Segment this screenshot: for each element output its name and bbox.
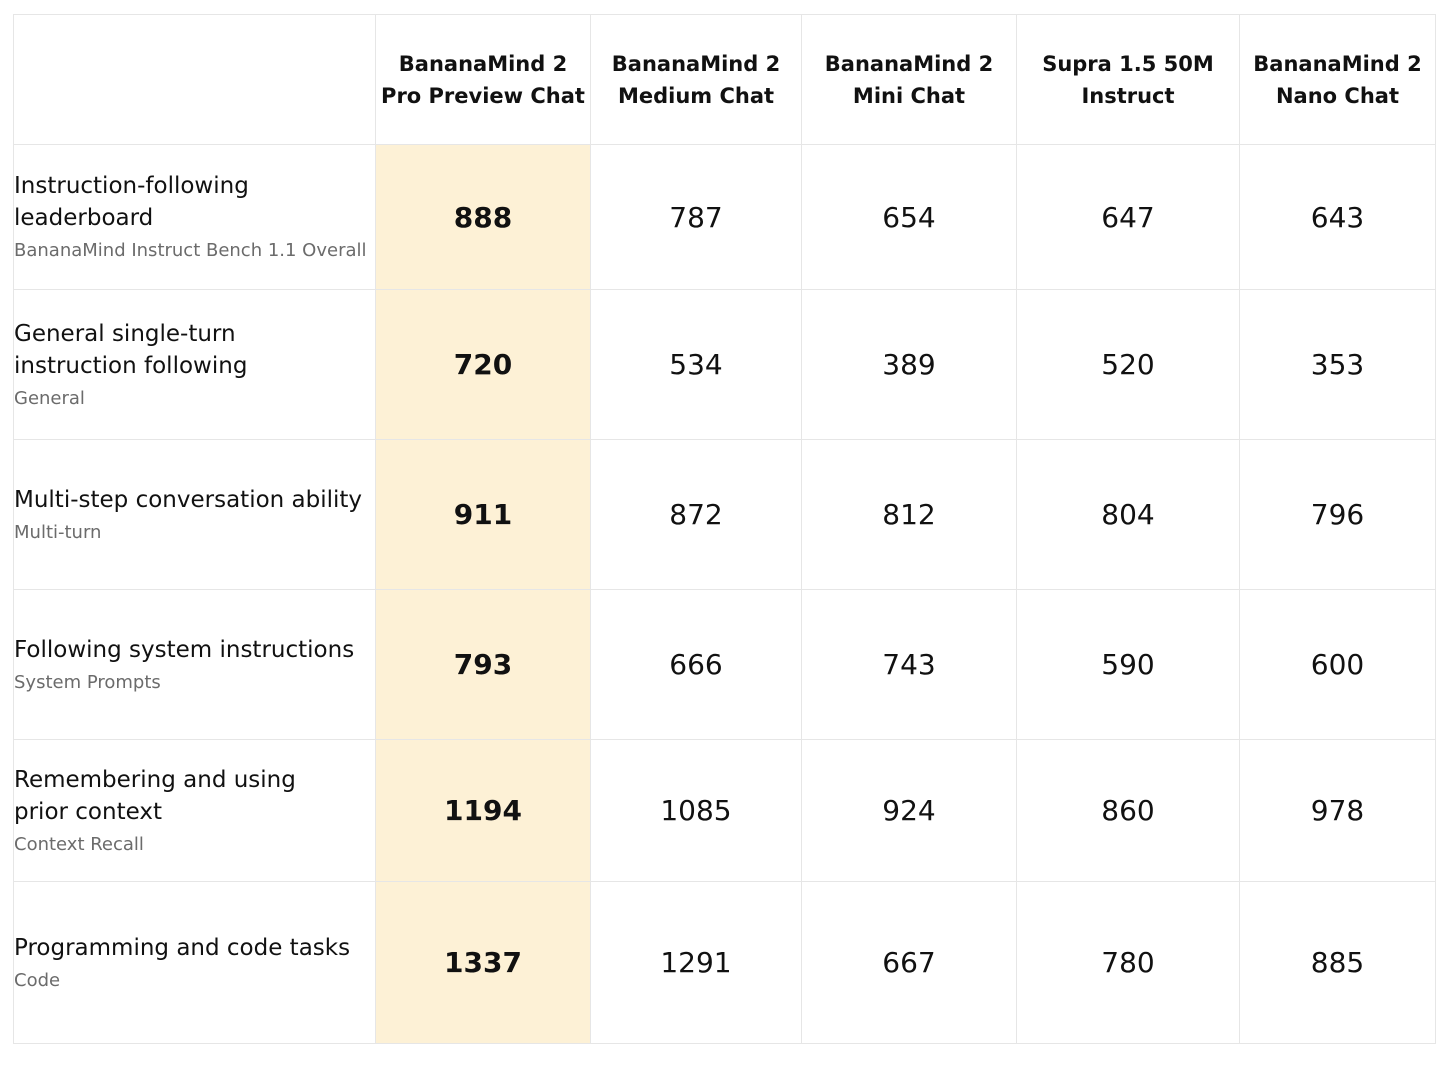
- row-subtitle: BananaMind Instruct Bench 1.1 Overall: [14, 240, 367, 261]
- table-row: Following system instructions System Prom…: [13, 589, 1436, 740]
- row-title: Instruction-following leaderboard: [14, 173, 249, 231]
- header-row: BananaMind 2 Pro Preview Chat BananaMind …: [13, 14, 1436, 145]
- row-title: Programming and code tasks: [14, 934, 351, 961]
- table-row: Multi-step conversation ability Multi-tur…: [13, 439, 1436, 590]
- row-title: Multi-step conversation ability: [14, 486, 363, 513]
- benchmark-table: BananaMind 2 Pro Preview Chat BananaMind …: [13, 14, 1436, 1044]
- score-cell: 793: [375, 589, 591, 740]
- score-cell: 590: [1016, 589, 1240, 740]
- benchmark-table-container: BananaMind 2 Pro Preview Chat BananaMind …: [13, 14, 1436, 1044]
- row-label-cell: Following system instructions System Prom…: [13, 589, 376, 740]
- column-header-line: BananaMind 2: [398, 51, 568, 76]
- score-cell: 667: [801, 881, 1017, 1044]
- column-header-line: Pro Preview Chat: [381, 83, 585, 108]
- score-cell: 812: [801, 439, 1017, 590]
- score-cell: 654: [801, 144, 1017, 290]
- score-cell: 804: [1016, 439, 1240, 590]
- row-label-cell: General single-turn instruction following…: [13, 289, 376, 440]
- row-label-cell: Programming and code tasks Code: [13, 881, 376, 1044]
- row-label-cell: Instruction-following leaderboard BananaM…: [13, 144, 376, 290]
- column-header-line: BananaMind 2: [611, 51, 781, 76]
- row-label-cell: Remembering and using prior context Contex…: [13, 739, 376, 882]
- score-cell: 720: [375, 289, 591, 440]
- score-cell: 978: [1239, 739, 1436, 882]
- row-subtitle: General: [14, 387, 85, 409]
- row-title: Following system instructions: [14, 636, 355, 663]
- row-subtitle: Multi-turn: [14, 521, 102, 543]
- score-cell: 796: [1239, 439, 1436, 590]
- score-cell: 534: [590, 289, 802, 440]
- column-header-line: Mini Chat: [852, 83, 966, 108]
- table-body: Instruction-following leaderboard BananaM…: [13, 144, 1436, 1044]
- column-header-1: BananaMind 2 Medium Chat: [590, 14, 802, 145]
- corner-cell: [13, 14, 376, 145]
- score-cell: 888: [375, 144, 591, 290]
- row-title: Remembering and using prior context: [14, 766, 296, 825]
- table-row: Programming and code tasks Code 1337 1291 66…: [13, 881, 1436, 1044]
- score-cell: 780: [1016, 881, 1240, 1044]
- table-row: Instruction-following leaderboard BananaM…: [13, 144, 1436, 290]
- column-header-line: Instruct: [1081, 83, 1175, 108]
- score-cell: 911: [375, 439, 591, 590]
- score-cell: 643: [1239, 144, 1436, 290]
- column-header-2: BananaMind 2 Mini Chat: [801, 14, 1017, 145]
- score-cell: 647: [1016, 144, 1240, 290]
- column-header-line: Medium Chat: [617, 83, 775, 108]
- score-cell: 924: [801, 739, 1017, 882]
- score-cell: 1337: [375, 881, 591, 1044]
- score-cell: 520: [1016, 289, 1240, 440]
- score-cell: 353: [1239, 289, 1436, 440]
- column-header-3: Supra 1.5 50M Instruct: [1016, 14, 1240, 145]
- score-cell: 389: [801, 289, 1017, 440]
- score-cell: 872: [590, 439, 802, 590]
- score-cell: 666: [590, 589, 802, 740]
- column-header-line: Nano Chat: [1275, 83, 1399, 108]
- score-cell: 1194: [375, 739, 591, 882]
- score-cell: 885: [1239, 881, 1436, 1044]
- score-cell: 787: [590, 144, 802, 290]
- row-subtitle: Context Recall: [14, 833, 144, 855]
- column-header-line: Supra 1.5 50M: [1042, 51, 1214, 76]
- table-row: Remembering and using prior context Contex…: [13, 739, 1436, 882]
- row-title: General single-turn instruction following: [14, 320, 248, 379]
- score-cell: 600: [1239, 589, 1436, 740]
- score-cell: 743: [801, 589, 1017, 740]
- column-header-line: BananaMind 2: [1253, 51, 1422, 76]
- column-header-line: BananaMind 2: [824, 51, 994, 76]
- column-header-0: BananaMind 2 Pro Preview Chat: [375, 14, 591, 145]
- score-cell: 1085: [590, 739, 802, 882]
- column-header-4: BananaMind 2 Nano Chat: [1239, 14, 1436, 145]
- score-cell: 1291: [590, 881, 802, 1044]
- row-label-cell: Multi-step conversation ability Multi-tur…: [13, 439, 376, 590]
- row-subtitle: System Prompts: [14, 671, 161, 693]
- table-row: General single-turn instruction following…: [13, 289, 1436, 440]
- score-cell: 860: [1016, 739, 1240, 882]
- row-subtitle: Code: [14, 969, 61, 991]
